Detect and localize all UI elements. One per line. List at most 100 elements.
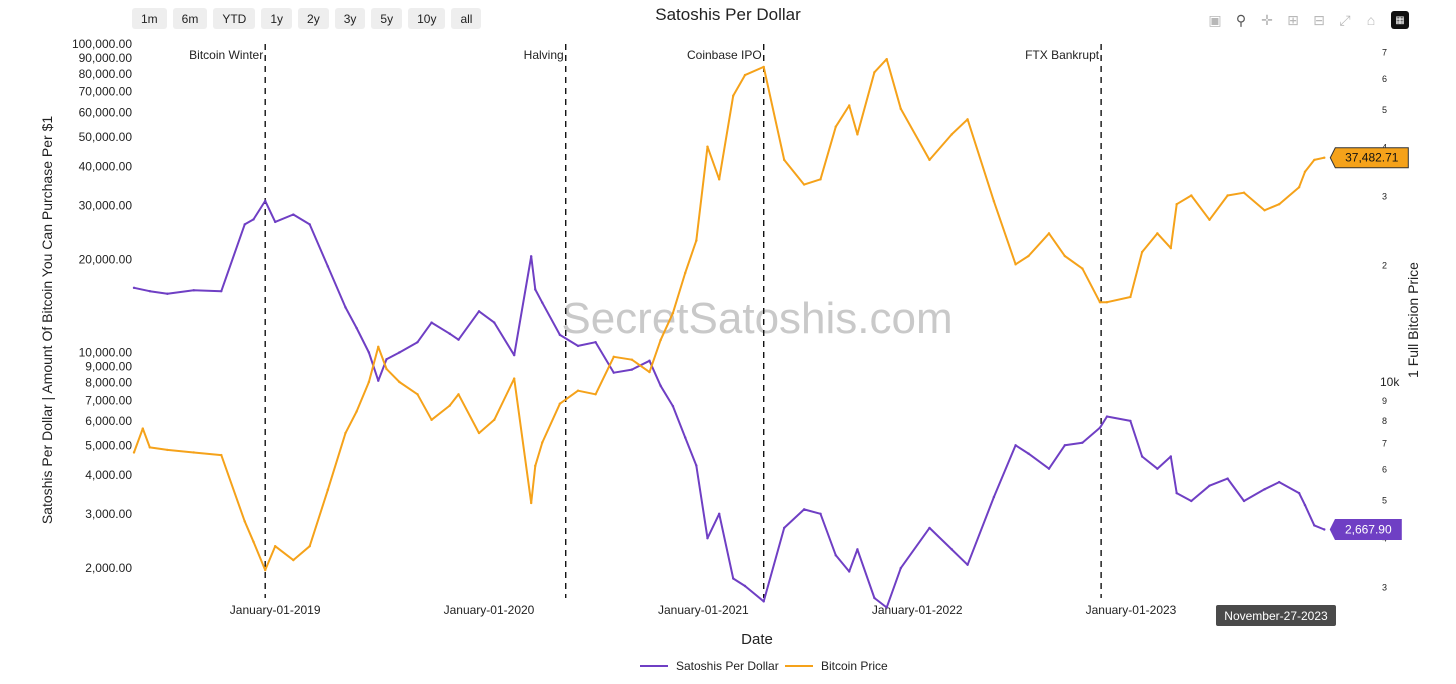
data-point-bitcoin-price (1313, 158, 1316, 162)
data-point-bitcoin-price (1303, 170, 1307, 173)
data-point-satoshis (1313, 524, 1316, 527)
y-tick-label: 8,000.00 (85, 375, 132, 389)
data-point-satoshis (148, 289, 152, 293)
range-button-1y[interactable]: 1y (261, 8, 293, 29)
reset-axes-icon[interactable]: ⌂ (1366, 12, 1376, 28)
data-point-bitcoin-price (1063, 254, 1066, 258)
legend: Satoshis Per Dollar Bitcoin Price (640, 659, 888, 673)
hover-label: November-27-2023 (1216, 605, 1336, 626)
y-tick-label: 10,000.00 (79, 345, 133, 359)
range-button-2y[interactable]: 2y (298, 8, 329, 29)
y-tick-label: 5,000.00 (85, 438, 132, 452)
data-point-satoshis (732, 577, 735, 580)
data-point-satoshis (377, 379, 380, 382)
y-tick-label: 20,000.00 (79, 253, 133, 267)
data-point-bitcoin-price (684, 271, 687, 275)
data-point-bitcoin-price (264, 568, 267, 572)
data-point-satoshis (1105, 415, 1109, 418)
range-button-all[interactable]: all (451, 8, 482, 29)
data-point-bitcoin-price (385, 367, 388, 371)
data-point-bitcoin-price (732, 94, 735, 97)
data-point-bitcoin-price (1081, 267, 1084, 270)
x-tick-label: January-01-2021 (658, 603, 749, 617)
y-tick-label: 50,000.00 (79, 130, 133, 144)
data-point-satoshis (308, 223, 311, 226)
data-point-bitcoin-price (743, 73, 747, 77)
legend-item-satoshis[interactable]: Satoshis Per Dollar (640, 659, 779, 673)
range-button-10y[interactable]: 10y (408, 8, 446, 29)
data-point-bitcoin-price (783, 158, 786, 162)
data-point-bitcoin-price (802, 183, 806, 186)
y2-tick-label: 3 (1382, 582, 1387, 592)
plotly-logo-icon[interactable]: ▦ (1391, 11, 1409, 29)
y-tick-label: 6,000.00 (85, 414, 132, 428)
data-point-bitcoin-price (762, 65, 765, 69)
data-point-satoshis (273, 220, 277, 224)
data-point-bitcoin-price (398, 380, 401, 384)
data-point-satoshis (1263, 488, 1266, 491)
data-point-bitcoin-price (457, 393, 460, 396)
data-point-bitcoin-price (529, 501, 533, 505)
data-point-satoshis (220, 289, 223, 293)
x-axis-label: Date (741, 631, 773, 648)
data-point-bitcoin-price (1323, 156, 1326, 159)
data-point-satoshis (1047, 467, 1051, 470)
y2-tick-label: 6 (1382, 465, 1387, 475)
x-tick-label: January-01-2022 (872, 603, 963, 617)
data-point-bitcoin-price (534, 464, 537, 468)
data-point-satoshis (695, 464, 698, 467)
data-point-satoshis (1014, 444, 1017, 447)
data-point-satoshis (873, 596, 876, 600)
data-point-satoshis (762, 600, 765, 603)
watermark: SecretSatoshis.com (561, 294, 952, 343)
data-point-satoshis (630, 368, 634, 371)
range-button-5y[interactable]: 5y (371, 8, 403, 29)
y-tick-label: 70,000.00 (79, 85, 133, 99)
data-point-satoshis (132, 286, 136, 290)
camera-icon[interactable]: ▣ (1208, 11, 1222, 28)
last-value-label: 37,482.71 (1345, 151, 1399, 165)
data-point-bitcoin-price (192, 451, 195, 454)
x-axis-ticks: January-01-2019 January-01-2020 January-01… (230, 603, 1177, 617)
zoom-out-icon[interactable]: ⊟ (1313, 11, 1325, 28)
data-point-bitcoin-price (448, 404, 451, 407)
data-point-bitcoin-price (220, 453, 223, 457)
data-point-satoshis (512, 353, 516, 357)
data-point-satoshis (1226, 477, 1229, 480)
range-button-1m[interactable]: 1m (132, 8, 167, 29)
range-button-6m[interactable]: 6m (172, 8, 208, 29)
zoom-icon[interactable]: ⚲ (1235, 11, 1247, 28)
data-point-bitcoin-price (132, 451, 136, 454)
data-point-satoshis (1208, 484, 1211, 487)
legend-item-bitcoin-price[interactable]: Bitcoin Price (785, 659, 888, 673)
range-button-3y[interactable]: 3y (334, 8, 366, 29)
data-point-bitcoin-price (1242, 191, 1246, 194)
data-point-bitcoin-price (819, 178, 822, 181)
y2-tick-label: 6 (1382, 74, 1387, 84)
zoom-in-icon[interactable]: ⊞ (1287, 11, 1299, 28)
y-axis-ticks: 2,000.00 3,000.00 4,000.00 5,000.00 6,000.00… (72, 37, 132, 575)
autoscale-icon[interactable]: ⤢ (1339, 11, 1351, 28)
data-point-satoshis (1242, 499, 1246, 503)
data-point-satoshis (243, 223, 246, 226)
series-line-satoshis (133, 199, 1325, 609)
data-point-satoshis (576, 344, 580, 348)
data-point-bitcoin-price (252, 540, 255, 543)
data-point-satoshis (416, 340, 419, 344)
data-point-bitcoin-price (558, 402, 562, 405)
pan-icon[interactable]: ✛ (1261, 11, 1273, 28)
data-point-bitcoin-price (1140, 250, 1144, 254)
data-point-satoshis (385, 358, 388, 361)
data-point-bitcoin-price (273, 544, 277, 548)
data-point-satoshis (648, 359, 651, 362)
data-point-bitcoin-price (1208, 218, 1211, 221)
data-point-bitcoin-price (512, 377, 516, 380)
range-button-ytd[interactable]: YTD (213, 8, 256, 29)
data-point-bitcoin-price (695, 239, 698, 242)
data-point-satoshis (264, 199, 267, 203)
last-value-badge (1329, 147, 1409, 169)
y-tick-label: 60,000.00 (79, 105, 133, 119)
data-point-bitcoin-price (856, 133, 859, 136)
data-point-satoshis (541, 301, 544, 304)
